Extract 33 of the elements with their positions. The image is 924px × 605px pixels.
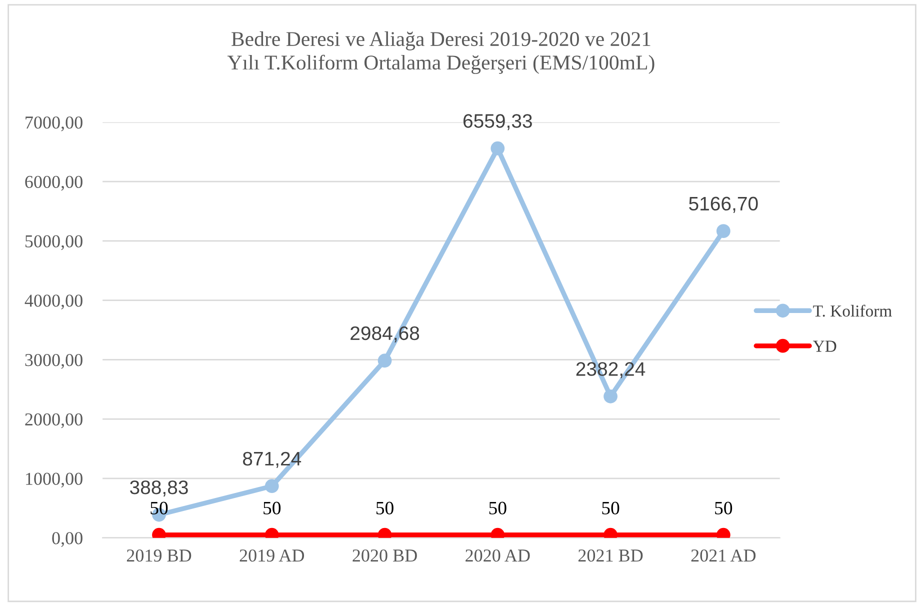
x-tick-label: 2019 AD [240, 549, 304, 562]
x-tick-label: 2020 BD [352, 549, 417, 562]
data-label: 2984,68 [350, 326, 420, 342]
legend-label: YD [813, 340, 836, 352]
y-tick-label: 3000,00 [25, 354, 82, 369]
y-tick-label: 0,00 [52, 532, 82, 547]
data-label: 50 [376, 502, 394, 514]
y-tick-label: 2000,00 [25, 413, 82, 428]
point [716, 224, 730, 238]
x-tick-label: 2020 AD [466, 549, 530, 562]
x-tick-label: 2021 AD [691, 549, 756, 562]
data-label: 50 [602, 502, 620, 514]
y-tick-label: 1000,00 [26, 472, 82, 488]
legend-label: T. Koliform [813, 304, 892, 317]
y-tick-label: 6000,00 [25, 176, 82, 191]
data-label: 50 [150, 502, 168, 514]
data-label: 2382,24 [576, 362, 646, 378]
y-tick-label: 4000,00 [24, 294, 82, 310]
data-label: 50 [264, 502, 281, 514]
chart-title: Bedre Deresi ve Aliağa Deresi 2019-2020 ve 2021 Yılı T.Koliform Ortalama Değerşeri (EMS/100mL) [227, 31, 654, 74]
point [604, 389, 618, 404]
y-tick-label: 7000,00 [26, 116, 82, 132]
x-tick-label: 2019 BD [126, 549, 192, 562]
point [378, 354, 392, 368]
y-tick-label: 5000,00 [25, 235, 82, 250]
data-label: 5166,70 [689, 196, 758, 213]
data-label: 50 [489, 502, 506, 514]
data-label: 871,24 [243, 452, 302, 468]
point [490, 141, 505, 156]
x-tick-label: 2021 BD [578, 549, 643, 562]
data-label: 6559,33 [464, 114, 532, 130]
data-label: 50 [715, 502, 732, 514]
data-label: 388,83 [130, 480, 188, 497]
